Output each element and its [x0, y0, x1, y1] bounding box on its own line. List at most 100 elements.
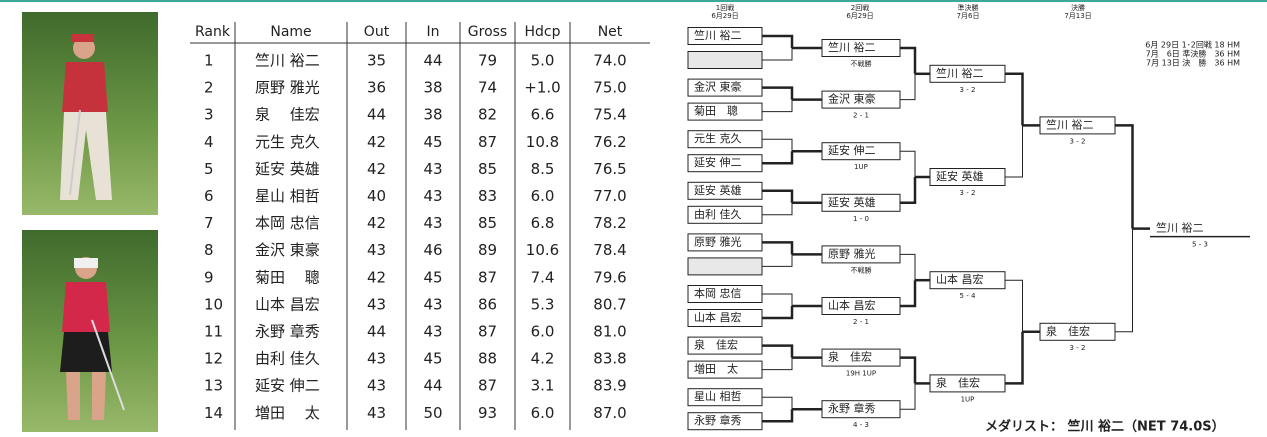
- player-name: 増田 太: [255, 404, 320, 422]
- cell: 42: [367, 268, 386, 286]
- player-name: 星山 相哲: [255, 187, 320, 205]
- cell: 46: [423, 241, 442, 259]
- entry-name: 原野 雅光: [694, 234, 742, 248]
- connector: [762, 86, 794, 100]
- cell: 38: [423, 106, 442, 124]
- entry-name: 原野 雅光: [828, 246, 876, 260]
- match-result: 1UP: [854, 163, 868, 171]
- medalist: メダリスト： 竺川 裕二（NET 74.0S）: [985, 419, 1225, 435]
- cell: 7: [204, 214, 214, 232]
- cell: 86: [478, 295, 497, 313]
- cell: 6.6: [531, 106, 555, 124]
- entry-name: 泉 佳宏: [936, 375, 980, 389]
- connector: [900, 253, 916, 281]
- cell: 8: [204, 241, 214, 259]
- cell: 83.9: [593, 377, 626, 395]
- entry-name: 山本 昌宏: [694, 310, 742, 324]
- cell: 87: [478, 377, 497, 395]
- player-name: 菊田 聰: [255, 268, 320, 286]
- cell: 85: [478, 160, 497, 178]
- cell: 77.0: [593, 187, 626, 205]
- connector: [762, 409, 794, 423]
- connector: [1115, 228, 1133, 333]
- top-rule: [0, 0, 1267, 2]
- cell: 6.0: [531, 323, 555, 341]
- schedule-line: 7月 6日 準決勝 36 HM: [1146, 49, 1240, 59]
- entry-name: 由利 佳久: [694, 207, 742, 221]
- player-name: 延安 伸二: [255, 377, 320, 395]
- cell: 1: [204, 52, 214, 70]
- player-name: 山本 昌宏: [255, 295, 320, 313]
- cell: 43: [367, 241, 386, 259]
- cell: 82: [478, 106, 497, 124]
- connector: [762, 202, 793, 216]
- cell: 81.0: [593, 323, 626, 341]
- cell: 2: [204, 79, 214, 97]
- cell: 3.1: [531, 377, 555, 395]
- round-date: 6月29日: [846, 12, 873, 20]
- cell: 5: [204, 160, 214, 178]
- cell: 79: [478, 52, 497, 70]
- cell: 43: [367, 295, 386, 313]
- cell: 44: [367, 323, 386, 341]
- cell: 5.3: [531, 295, 555, 313]
- entry-name: 竺川 裕二: [1156, 221, 1204, 235]
- entry-name: 本岡 忠信: [694, 286, 742, 300]
- match-result: 19H 1UP: [846, 370, 876, 378]
- cell: 44: [423, 377, 442, 395]
- cell: 10.6: [526, 241, 559, 259]
- cell: 43: [423, 187, 442, 205]
- cell: 87: [478, 323, 497, 341]
- cell: 75.0: [593, 79, 626, 97]
- match-result: 2 - 1: [853, 318, 869, 326]
- connector: [900, 177, 917, 205]
- cell: 5.0: [531, 52, 555, 70]
- entry-name: 金沢 東豪: [694, 80, 742, 94]
- match-result: 1 - 0: [853, 215, 869, 223]
- player-name: 原野 雅光: [255, 79, 320, 97]
- cell: 44: [367, 106, 386, 124]
- match-result: 不戦勝: [851, 59, 872, 68]
- connector: [1005, 279, 1023, 332]
- cell: 76.5: [593, 160, 626, 178]
- connector: [1115, 124, 1134, 229]
- match-result: 5 - 3: [1192, 241, 1208, 249]
- entry-name: 泉 佳宏: [694, 338, 738, 352]
- cell: 74.0: [593, 52, 626, 70]
- schedule-line: 7月 13日 決 勝 36 HM: [1146, 58, 1240, 68]
- column-header: Out: [364, 24, 390, 40]
- cell: 7.4: [531, 268, 555, 286]
- connector: [762, 254, 793, 267]
- cell: 6.0: [531, 404, 555, 422]
- player-name: 泉 佳宏: [255, 106, 320, 124]
- round-date: 7月6日: [957, 12, 980, 20]
- cell: 43: [423, 160, 442, 178]
- connector: [1005, 331, 1024, 385]
- column-header: In: [426, 24, 439, 40]
- entry-name: 延安 伸二: [694, 155, 742, 169]
- cell: 93: [478, 404, 497, 422]
- cell: 42: [367, 133, 386, 151]
- entry-name: 永野 章秀: [828, 401, 876, 415]
- round-name: 1回戦: [716, 3, 734, 12]
- connector: [762, 241, 794, 255]
- photo: [22, 12, 158, 215]
- cell: 74: [478, 79, 497, 97]
- cell: 10.8: [526, 133, 559, 151]
- entry-name: 泉 佳宏: [1046, 324, 1090, 338]
- entry-name: 金沢 東豪: [828, 92, 876, 106]
- cell: 83: [478, 187, 497, 205]
- column-header: Gross: [468, 24, 507, 40]
- match-result: 1UP: [961, 395, 975, 403]
- connector: [762, 189, 794, 203]
- cell: 4.2: [531, 350, 555, 368]
- entry-name: 竺川 裕二: [694, 28, 742, 42]
- round-name: 準決勝: [958, 3, 979, 12]
- cell: 85: [478, 214, 497, 232]
- match-result: 5 - 4: [960, 292, 976, 300]
- entry-name: 竺川 裕二: [1046, 117, 1094, 131]
- entry-name: 延安 英雄: [936, 169, 984, 183]
- entry-name: 増田 太: [694, 363, 738, 376]
- cell: 43: [367, 404, 386, 422]
